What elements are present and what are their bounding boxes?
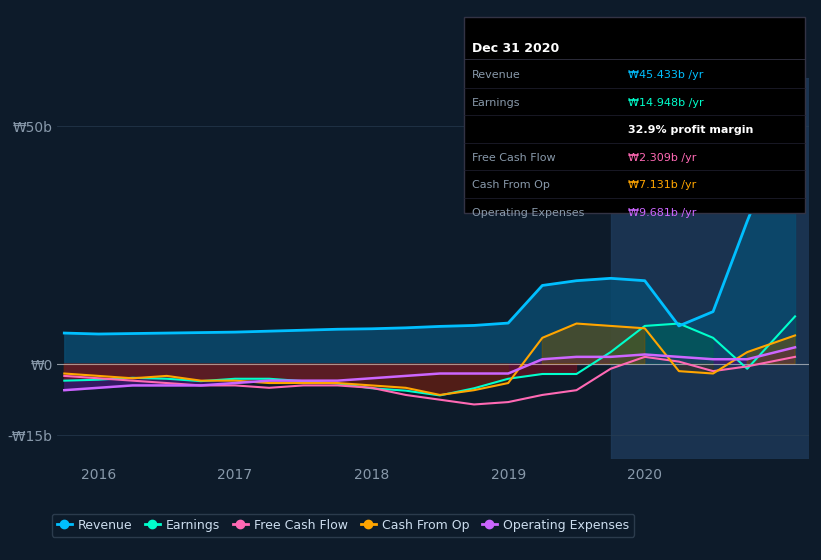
Text: ₩9.681b /yr: ₩9.681b /yr (628, 208, 696, 218)
Text: Free Cash Flow: Free Cash Flow (472, 153, 556, 163)
Legend: Revenue, Earnings, Free Cash Flow, Cash From Op, Operating Expenses: Revenue, Earnings, Free Cash Flow, Cash … (52, 514, 635, 536)
Text: Operating Expenses: Operating Expenses (472, 208, 585, 218)
Text: ₩7.131b /yr: ₩7.131b /yr (628, 180, 696, 190)
Text: ₩45.433b /yr: ₩45.433b /yr (628, 71, 704, 80)
Text: ₩14.948b /yr: ₩14.948b /yr (628, 98, 704, 108)
Text: 32.9% profit margin: 32.9% profit margin (628, 125, 754, 136)
Text: ₩2.309b /yr: ₩2.309b /yr (628, 153, 696, 163)
Text: Revenue: Revenue (472, 71, 521, 80)
Bar (611, 78, 821, 459)
Text: Cash From Op: Cash From Op (472, 180, 550, 190)
Text: Earnings: Earnings (472, 98, 521, 108)
Text: Dec 31 2020: Dec 31 2020 (472, 42, 559, 55)
